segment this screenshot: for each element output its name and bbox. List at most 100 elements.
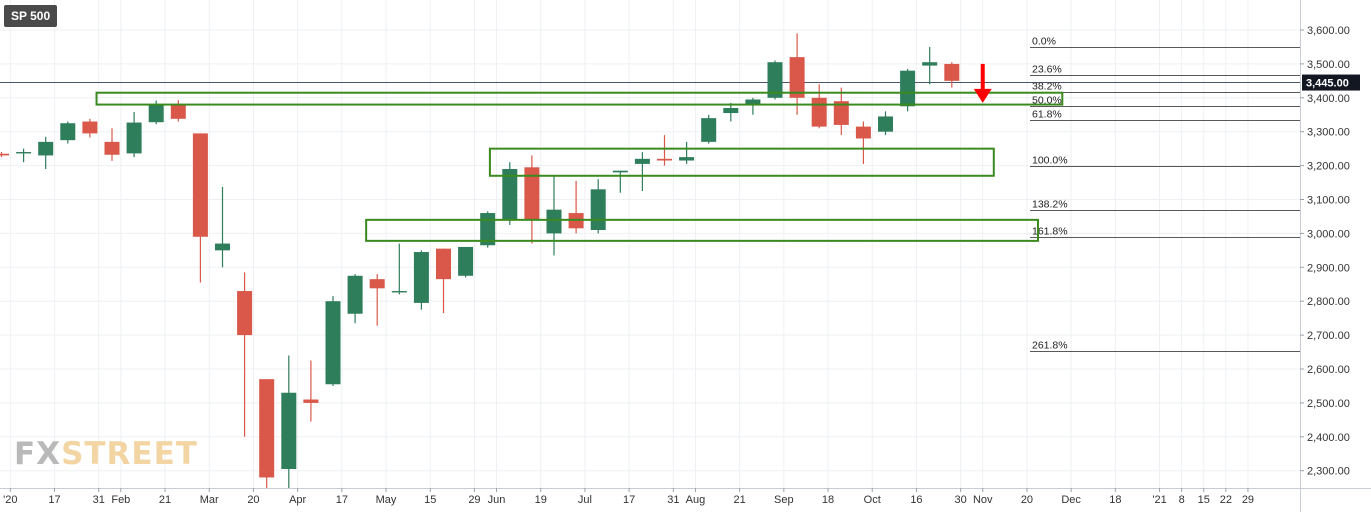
y-tick-label: 3,300.00 <box>1307 127 1350 139</box>
x-tick-label: 8 <box>1179 494 1185 506</box>
fib-level-label: 50.0% <box>1032 95 1062 107</box>
candle-body <box>480 213 496 246</box>
x-tick-label: 22 <box>1220 494 1232 506</box>
y-tick-label: 2,600.00 <box>1307 364 1350 376</box>
y-tick-label: 2,700.00 <box>1307 330 1350 342</box>
candle-body <box>679 157 695 161</box>
fib-level-label: 161.8% <box>1032 226 1068 238</box>
fib-level-label: 100.0% <box>1032 155 1068 167</box>
x-tick-label: 16 <box>910 494 922 506</box>
x-tick-label: 17 <box>336 494 348 506</box>
candle-body <box>833 101 849 125</box>
x-tick-label: 20 <box>247 494 259 506</box>
candle-body <box>413 252 429 303</box>
candle-body <box>723 107 739 114</box>
candle-body <box>215 243 230 251</box>
candle-body <box>458 246 474 276</box>
candle-body <box>104 141 120 155</box>
candle-body <box>391 291 407 293</box>
x-tick-label: '20 <box>3 494 17 506</box>
x-tick-label: 15 <box>1198 494 1210 506</box>
candle-body <box>767 62 783 98</box>
x-tick-label: 15 <box>424 494 436 506</box>
watermark-logo: FXSTREET <box>14 436 198 472</box>
x-tick-label: Dec <box>1061 494 1081 506</box>
current-price-label: 3,445.00 <box>1306 78 1349 90</box>
fib-level-label: 23.6% <box>1032 64 1062 76</box>
candle-body <box>192 133 208 237</box>
x-tick-label: '21 <box>1152 494 1166 506</box>
x-tick-label: 31 <box>93 494 105 506</box>
x-tick-label: Feb <box>111 494 130 506</box>
y-tick-label: 2,900.00 <box>1307 262 1350 274</box>
x-tick-label: Apr <box>289 494 306 506</box>
x-tick-label: 18 <box>822 494 834 506</box>
x-tick-label: Sep <box>774 494 794 506</box>
support-zones <box>95 91 1064 242</box>
candle-body <box>369 279 385 289</box>
x-tick-label: 18 <box>1109 494 1121 506</box>
candle-body <box>38 141 54 156</box>
candle-body <box>148 104 164 123</box>
candle-body <box>347 275 363 314</box>
x-tick-label: 21 <box>734 494 746 506</box>
x-tick-label: 17 <box>48 494 60 506</box>
candle-body <box>524 167 540 220</box>
candle-body <box>789 57 805 98</box>
x-tick-label: 20 <box>1021 494 1033 506</box>
support-zone-box <box>488 147 995 177</box>
y-tick-label: 2,300.00 <box>1307 466 1350 478</box>
candle-body <box>900 70 916 107</box>
y-tick-label: 3,400.00 <box>1307 93 1350 105</box>
candle-body <box>590 189 606 231</box>
x-tick-label: 17 <box>623 494 635 506</box>
x-tick-label: May <box>376 494 397 506</box>
candle-body <box>612 170 628 173</box>
candlesticks <box>0 33 960 488</box>
candle-body <box>944 63 960 81</box>
current-price-tag <box>1302 74 1360 91</box>
x-tick-label: 29 <box>1242 494 1254 506</box>
grid-lines <box>0 0 1300 488</box>
candle-body <box>811 97 827 127</box>
x-tick-label: Oct <box>864 494 881 506</box>
x-tick-label: 31 <box>667 494 679 506</box>
arrow-head <box>973 88 992 103</box>
fib-level-label: 61.8% <box>1032 109 1062 121</box>
y-tick-label: 3,100.00 <box>1307 195 1350 207</box>
x-tick-label: 29 <box>468 494 480 506</box>
candle-body <box>546 209 562 234</box>
x-tick-label: 21 <box>159 494 171 506</box>
y-tick-label: 2,800.00 <box>1307 296 1350 308</box>
fib-level-label: 261.8% <box>1032 340 1068 352</box>
candle-body <box>745 99 761 105</box>
y-tick-label: 2,400.00 <box>1307 432 1350 444</box>
candle-body <box>502 168 518 220</box>
y-tick-label: 2,500.00 <box>1307 398 1350 410</box>
candle-body <box>922 62 938 66</box>
fib-level-label: 38.2% <box>1032 81 1062 93</box>
candle-body <box>16 152 32 154</box>
y-tick-label: 3,200.00 <box>1307 161 1350 173</box>
x-tick-label: Jun <box>488 494 506 506</box>
down-arrow-annotation <box>973 63 992 103</box>
x-tick-label: Jul <box>578 494 592 506</box>
candle-body <box>855 126 871 139</box>
watermark-street: STREET <box>61 436 198 472</box>
candle-body <box>82 121 98 134</box>
candle-body <box>325 301 341 385</box>
candle-body <box>170 104 186 119</box>
x-tick-label: Mar <box>200 494 219 506</box>
y-tick-label: 3,500.00 <box>1307 59 1350 71</box>
candle-body <box>259 379 275 478</box>
candle-body <box>878 116 893 132</box>
candle-body <box>701 118 717 142</box>
candle-body <box>126 122 142 154</box>
candle-body <box>237 291 253 336</box>
candle-body <box>0 153 9 156</box>
fib-level-label: 138.2% <box>1032 199 1068 211</box>
y-tick-label: 3,600.00 <box>1307 25 1350 37</box>
candle-body <box>634 158 650 164</box>
